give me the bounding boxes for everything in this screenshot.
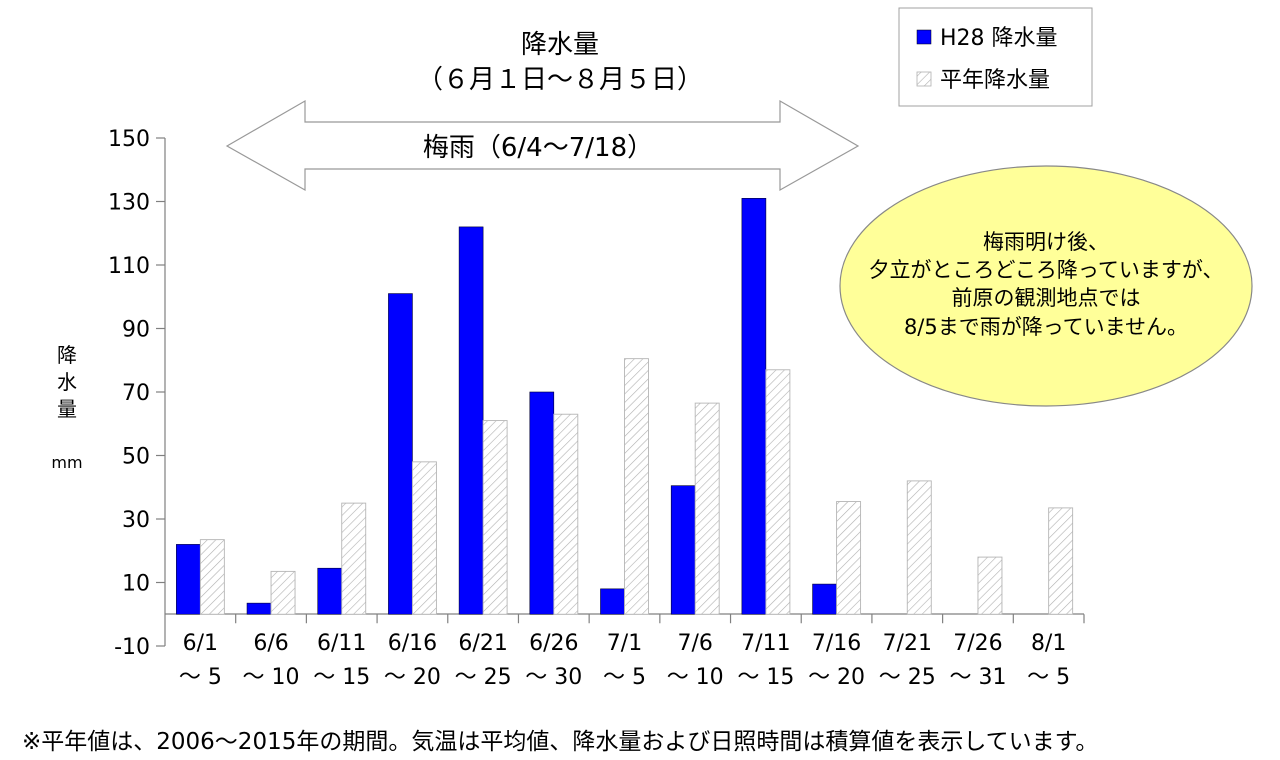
x-tick-label-range: ～ 5 bbox=[179, 665, 222, 690]
bar-normal bbox=[411, 461, 437, 615]
x-tick-label: 7/11 bbox=[741, 631, 790, 656]
annotation-bubble: 梅雨明け後、 夕立がところどころ降っていますが、 前原の観測地点では 8/5まで… bbox=[839, 165, 1253, 407]
bubble-shape bbox=[839, 165, 1253, 407]
x-tick-label-range: ～ 15 bbox=[737, 665, 794, 690]
x-tick-label: 7/1 bbox=[607, 631, 642, 656]
x-tick-label: 6/21 bbox=[458, 631, 507, 656]
bar-normal bbox=[906, 480, 932, 615]
x-tick-label-range: ～ 10 bbox=[667, 665, 724, 690]
bars bbox=[176, 198, 1074, 615]
x-tick-label: 6/26 bbox=[529, 631, 578, 656]
bar-h28 bbox=[246, 602, 272, 615]
x-tick-label: 7/21 bbox=[883, 631, 932, 656]
x-tick-label: 6/6 bbox=[253, 631, 288, 656]
y-tick-label: 10 bbox=[122, 572, 150, 597]
bar-normal bbox=[199, 539, 225, 615]
bar-normal bbox=[270, 570, 296, 615]
bar-h28 bbox=[741, 198, 767, 615]
chart-title: 降水量 bbox=[521, 30, 599, 60]
x-tick-label-range: ～ 15 bbox=[313, 665, 370, 690]
y-ticks: -10 10 30 50 70 90 110 130 150 bbox=[108, 127, 165, 660]
legend-swatch-h28 bbox=[916, 29, 932, 45]
x-tick-label: 7/6 bbox=[677, 631, 712, 656]
x-tick-label: 7/16 bbox=[812, 631, 861, 656]
bubble-line-2: 夕立がところどころ降っていますが、 bbox=[869, 258, 1224, 282]
bubble-line-4: 8/5まで雨が降っていません。 bbox=[904, 315, 1188, 339]
rainy-season-label: 梅雨（6/4～7/18） bbox=[423, 133, 653, 163]
legend-box bbox=[898, 7, 1093, 107]
double-arrow-shape bbox=[225, 99, 860, 192]
bar-h28 bbox=[529, 391, 555, 615]
x-tick-label: 7/26 bbox=[953, 631, 1002, 656]
x-tick-label-range: ～ 5 bbox=[1027, 665, 1070, 690]
x-tick-label-range: ～ 25 bbox=[879, 665, 936, 690]
bar-normal bbox=[836, 501, 862, 615]
x-tick-label: 6/16 bbox=[388, 631, 437, 656]
x-tick-label-range: ～ 31 bbox=[949, 665, 1006, 690]
y-tick-label: 90 bbox=[122, 318, 150, 343]
bar-normal bbox=[553, 413, 579, 615]
y-axis-title: 降水量 bbox=[57, 343, 77, 421]
x-tick-label-range: ～ 25 bbox=[455, 665, 512, 690]
footnote: ※平年値は、2006～2015年の期間。気温は平均値、降水量および日照時間は積算… bbox=[22, 729, 1099, 755]
bar-normal bbox=[694, 402, 720, 615]
y-tick-label: 130 bbox=[108, 191, 150, 216]
bubble-line-3: 前原の観測地点では bbox=[952, 286, 1141, 310]
bar-normal bbox=[977, 556, 1003, 615]
x-tick-label: 6/11 bbox=[317, 631, 366, 656]
y-tick-label: -10 bbox=[114, 635, 150, 660]
legend: H28 降水量 平年降水量 bbox=[898, 7, 1093, 107]
x-category-labels: 6/1 ～ 5 6/6 ～ 10 6/11 ～ 15 6/16 ～ 20 6/21 ～ 25 6/2… bbox=[179, 614, 1085, 690]
x-tick-label-range: ～ 20 bbox=[808, 665, 865, 690]
x-tick-label-range: ～ 5 bbox=[603, 665, 646, 690]
y-tick-label: 110 bbox=[108, 254, 150, 279]
legend-label-normal: 平年降水量 bbox=[940, 68, 1050, 93]
chart-subtitle: （６月１日～８月５日） bbox=[417, 65, 703, 95]
bar-normal bbox=[765, 369, 791, 615]
x-tick-label: 6/1 bbox=[183, 631, 218, 656]
x-tick-label-range: ～ 30 bbox=[525, 665, 582, 690]
legend-swatch-normal bbox=[916, 71, 932, 87]
bar-normal bbox=[624, 358, 649, 615]
y-tick-label: 150 bbox=[108, 127, 150, 152]
y-tick-label: 30 bbox=[122, 508, 150, 533]
legend-label-h28: H28 降水量 bbox=[940, 26, 1058, 51]
bar-normal bbox=[1048, 507, 1074, 615]
bar-h28 bbox=[317, 567, 343, 615]
bar-h28 bbox=[388, 293, 413, 615]
bubble-line-1: 梅雨明け後、 bbox=[983, 230, 1109, 254]
x-tick-label-range: ～ 10 bbox=[243, 665, 300, 690]
bar-h28 bbox=[176, 544, 201, 615]
y-tick-label: 70 bbox=[122, 381, 150, 406]
x-tick-label: 8/1 bbox=[1031, 631, 1066, 656]
y-tick-label: 50 bbox=[122, 445, 150, 470]
y-axis-label: 降水量 mm bbox=[51, 343, 82, 472]
bar-h28 bbox=[670, 485, 696, 615]
bar-normal bbox=[341, 502, 367, 615]
bar-h28 bbox=[458, 226, 484, 615]
y-axis-unit: mm bbox=[51, 453, 82, 472]
x-tick-label-range: ～ 20 bbox=[384, 665, 441, 690]
bar-normal bbox=[482, 420, 508, 615]
rainy-season-arrow: 梅雨（6/4～7/18） bbox=[225, 99, 860, 192]
bar-h28 bbox=[600, 588, 625, 615]
bar-h28 bbox=[812, 583, 837, 615]
